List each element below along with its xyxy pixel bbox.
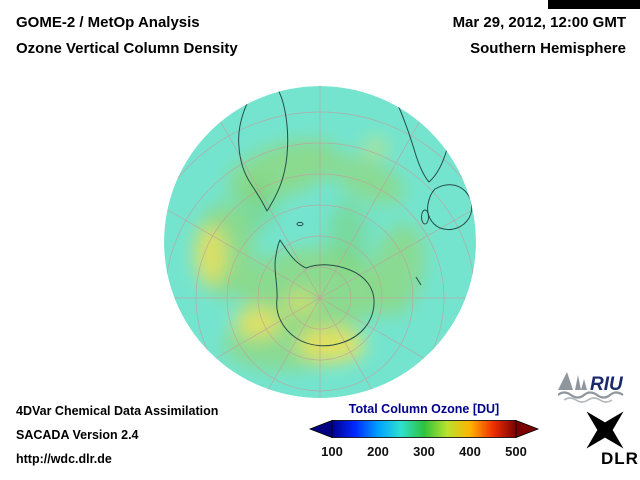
- riu-wave-icon: [558, 391, 624, 399]
- coastline-new-zealand: [415, 276, 422, 286]
- riu-triangle-icon: [558, 372, 573, 390]
- title-line1: GOME-2 / MetOp Analysis: [16, 14, 200, 31]
- assimilation-label: 4DVar Chemical Data Assimilation: [16, 404, 219, 418]
- colorbar: [308, 419, 540, 439]
- region-label: Southern Hemisphere: [470, 40, 626, 57]
- coastlines: [238, 89, 473, 347]
- date-label: Mar 29, 2012, 12:00 GMT: [452, 14, 626, 31]
- title-line2: Ozone Vertical Column Density: [16, 40, 238, 57]
- globe-map: [164, 86, 476, 398]
- colorbar-left-arrow-icon: [308, 419, 333, 439]
- colorbar-tick-label: 100: [321, 444, 343, 459]
- riu-logo-text: RIU: [590, 374, 624, 395]
- dlr-logo-star-icon: [586, 411, 624, 449]
- ozone-field-patches: [195, 138, 426, 371]
- coastline-falkland-islands: [296, 221, 304, 227]
- version-label: SACADA Version 2.4: [16, 428, 139, 442]
- coastline-antarctica: [274, 239, 375, 347]
- coastline-australia: [427, 184, 473, 231]
- colorbar-tick-label: 200: [367, 444, 389, 459]
- header-meta: Mar 29, 2012, 12:00 GMT Southern Hemisph…: [453, 10, 626, 62]
- colorbar-gradient: [331, 420, 517, 438]
- riu-logo: RIU: [558, 372, 624, 403]
- colorbar-tick-label: 300: [413, 444, 435, 459]
- riu-wave2-icon: [563, 397, 613, 403]
- top-right-black-strip: [548, 0, 640, 9]
- riu-cathedral-icon: [575, 375, 587, 390]
- colorbar-tick-label: 500: [505, 444, 527, 459]
- colorbar-tick-label: 400: [459, 444, 481, 459]
- colorbar-right-arrow-icon: [515, 419, 540, 439]
- dlr-logo-text: DLR: [601, 449, 639, 468]
- page-title: GOME-2 / MetOp Analysis Ozone Vertical C…: [16, 10, 238, 62]
- url-label: http://wdc.dlr.de: [16, 452, 112, 466]
- colorbar-title: Total Column Ozone [DU]: [348, 402, 500, 416]
- coastline-madagascar: [421, 209, 429, 225]
